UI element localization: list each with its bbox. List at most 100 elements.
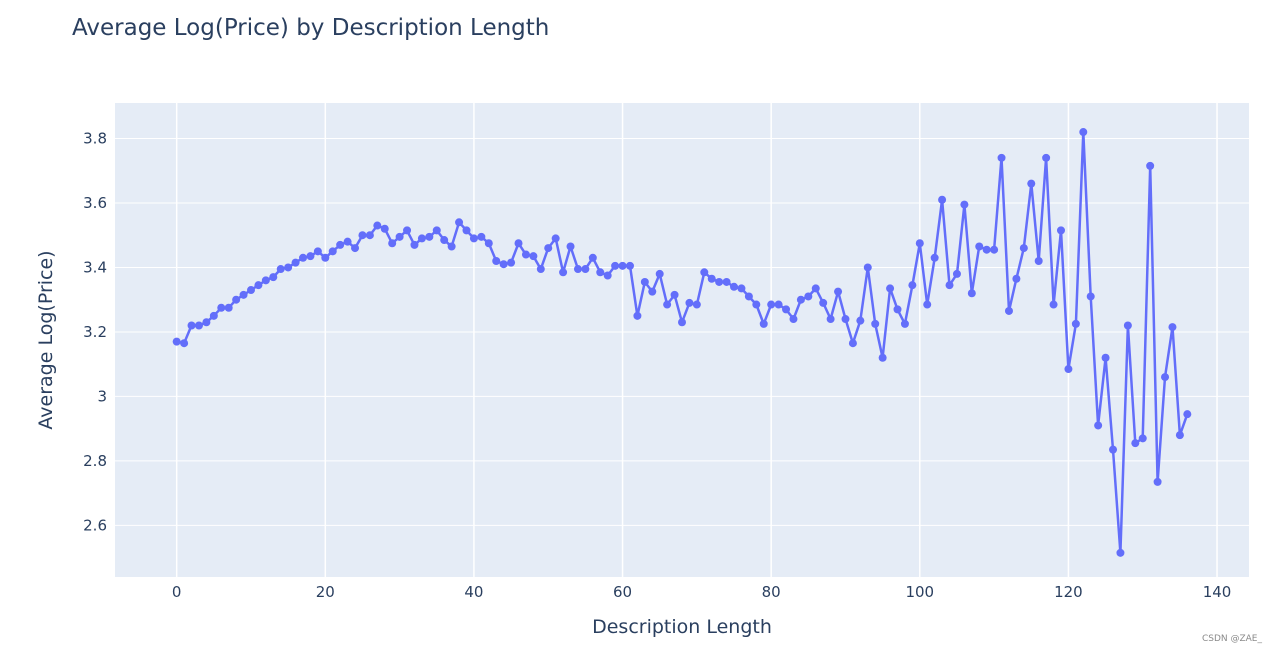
data-point [291,258,300,267]
data-point [239,290,248,299]
data-point [975,242,984,251]
data-point [685,298,694,307]
data-point [1094,421,1103,430]
data-point [930,253,939,262]
data-point [254,281,263,290]
data-point [521,250,530,259]
data-point [1101,353,1110,362]
data-point [782,305,791,314]
data-point [588,253,597,262]
data-point [410,240,419,249]
data-point [863,263,872,272]
data-point [655,269,664,278]
data-point [1004,306,1013,315]
data-point [1064,365,1073,374]
data-point [752,300,761,309]
data-point [923,300,932,309]
data-point [425,232,434,241]
y-tick-label: 3.2 [83,323,107,341]
data-point [365,231,374,240]
data-point [1019,244,1028,253]
data-point [261,276,270,285]
data-point [462,226,471,235]
data-point [1161,373,1170,382]
data-point [209,311,218,320]
data-point [848,339,857,348]
data-point [306,252,315,261]
data-point [202,318,211,327]
data-point [700,268,709,277]
data-point [767,300,776,309]
data-point [432,226,441,235]
data-point [1079,128,1088,137]
data-point [373,221,382,230]
watermark: CSDN @ZAE_ [1201,634,1262,644]
data-point [351,244,360,253]
y-axis-ticks: 2.6 2.8 3 3.2 3.4 3.6 3.8 [83,129,107,534]
data-point [960,200,969,209]
data-point [834,287,843,296]
data-point [819,298,828,307]
data-point [759,319,768,328]
data-point [707,274,716,283]
data-point [299,253,308,262]
data-point [343,237,352,246]
data-point [1138,434,1147,443]
data-point [915,239,924,248]
gridlines [115,103,1249,577]
data-point [640,277,649,286]
data-point [321,253,330,262]
data-point [477,232,486,241]
data-point [952,269,961,278]
data-point [774,300,783,309]
data-point [388,239,397,248]
data-point [232,295,241,304]
data-point [967,289,976,298]
data-point [507,258,516,267]
data-point [276,265,285,274]
data-point [1146,161,1155,170]
data-point [871,319,880,328]
plot-area [115,103,1249,577]
data-point [663,300,672,309]
x-axis-title: Description Length [592,616,772,638]
data-point [811,284,820,293]
data-point [744,292,753,301]
data-point [1071,319,1080,328]
data-point [715,277,724,286]
y-tick-label: 3.6 [83,194,107,212]
data-point [1042,153,1051,162]
data-point [194,321,203,330]
data-point [796,295,805,304]
data-series [172,128,1192,557]
data-point [492,257,501,265]
data-point [224,303,233,312]
data-point [403,226,412,235]
data-point [1131,439,1140,448]
y-tick-label: 2.6 [83,516,107,534]
data-point [566,242,575,251]
data-point [395,232,404,241]
data-point [1109,445,1118,454]
data-point [380,224,389,233]
y-tick-label: 2.8 [83,452,107,470]
y-tick-label: 3.8 [83,129,107,147]
data-point [648,287,657,296]
data-point [469,234,478,243]
data-point [737,284,746,293]
data-point [172,337,181,346]
y-tick-label: 3 [97,387,107,405]
data-point [730,282,739,291]
data-point [625,261,634,270]
data-point [982,245,991,254]
data-point [551,234,560,243]
data-point [1034,257,1043,265]
data-point [499,260,508,269]
data-point [1175,431,1184,440]
data-point [804,292,813,301]
data-point [484,239,493,248]
data-point [1086,292,1095,301]
x-tick-label: 80 [762,583,781,601]
data-point [908,281,917,290]
data-point [284,263,293,272]
